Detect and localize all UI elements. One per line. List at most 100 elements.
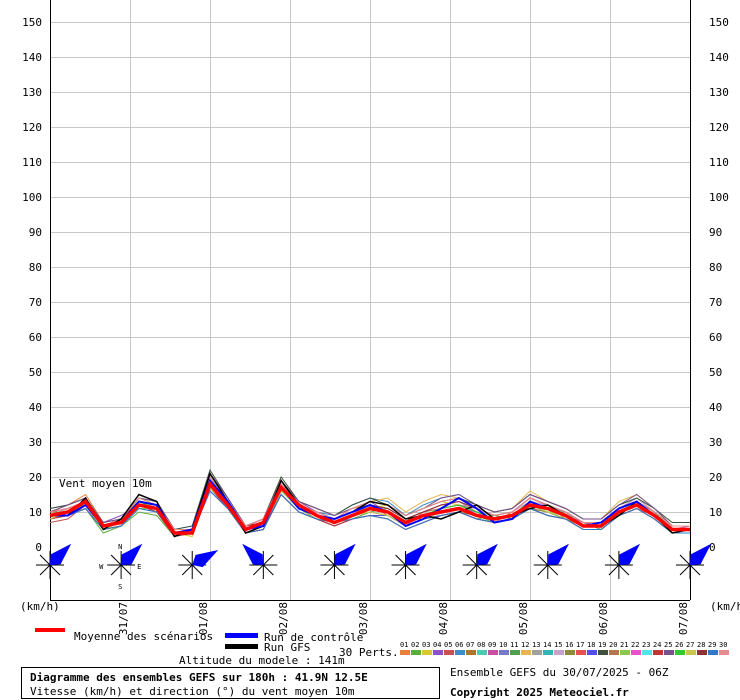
wind-arrow: [533, 543, 569, 579]
pert-number: 19: [598, 641, 606, 649]
pert-number: 16: [565, 641, 573, 649]
y-tick-label-left: 100: [22, 191, 42, 204]
wind-direction-arrows: N S E W: [36, 543, 712, 591]
pert-number: 29: [708, 641, 716, 649]
wind-wedge: [121, 543, 143, 565]
y-tick-label-right: 130: [709, 86, 729, 99]
y-tick-label-left: 10: [29, 506, 42, 519]
pert-number: 20: [609, 641, 617, 649]
y-tick-label-left: 120: [22, 121, 42, 134]
wind-arrow: [107, 543, 143, 579]
pert-number: 14: [543, 641, 551, 649]
compass-letter: W: [99, 563, 104, 571]
y-tick-label-right: 140: [709, 51, 729, 64]
y-tick-label-right: 90: [709, 226, 722, 239]
x-tick-label: 01/08: [197, 602, 210, 635]
info-box: Diagramme des ensembles GEFS sur 180h : …: [21, 667, 440, 699]
pert-swatch: [411, 650, 421, 655]
pert-swatch: [686, 650, 696, 655]
pert-number: 13: [532, 641, 540, 649]
pert-number: 07: [466, 641, 474, 649]
pert-swatch: [532, 650, 542, 655]
y-axis-ticks: 0 0 10 10 20 20 30 30 40 40 50 50 60 60 70 70 80 80 90 90 10…: [22, 16, 729, 554]
legend-perts-label: 30 Perts.: [339, 646, 399, 659]
compass-letter: N: [118, 543, 122, 551]
wind-wedge: [476, 543, 498, 565]
pert-number: 21: [620, 641, 628, 649]
pert-number: 03: [422, 641, 430, 649]
y-tick-label-left: 40: [29, 401, 42, 414]
y-tick-label-left: 0: [35, 541, 42, 554]
compass-letter: S: [118, 583, 122, 591]
pert-swatch: [400, 650, 410, 655]
pert-number: 09: [488, 641, 496, 649]
y-tick-label-left: 60: [29, 331, 42, 344]
pert-swatch: [433, 650, 443, 655]
wind-arrow: [676, 543, 712, 579]
wind-wedge: [192, 550, 219, 568]
wind-wedge: [50, 543, 72, 565]
pert-swatch: [499, 650, 509, 655]
pert-swatch: [631, 650, 641, 655]
y-tick-label-left: 70: [29, 296, 42, 309]
wind-wedge: [690, 543, 712, 565]
pert-swatch: [543, 650, 553, 655]
y-tick-label-right: 20: [709, 471, 722, 484]
copyright-label: Copyright 2025 Meteociel.fr: [450, 686, 629, 699]
pert-number: 02: [411, 641, 419, 649]
pert-number: 04: [433, 641, 441, 649]
pert-number: 10: [499, 641, 507, 649]
y-tick-label-right: 110: [709, 156, 729, 169]
pert-swatch: [521, 650, 531, 655]
x-tick-label: 03/08: [357, 602, 370, 635]
y-tick-label-left: 80: [29, 261, 42, 274]
x-tick-label: 31/07: [117, 602, 130, 635]
pert-swatch: [466, 650, 476, 655]
pert-swatch: [598, 650, 608, 655]
wind-arrow: [462, 543, 498, 579]
info-title: Diagramme des ensembles GEFS sur 180h : …: [30, 671, 368, 684]
compass-letter: E: [137, 563, 141, 571]
pert-number: 08: [477, 641, 485, 649]
y-tick-label-left: 50: [29, 366, 42, 379]
wind-arrow: [36, 543, 72, 579]
pert-swatch: [697, 650, 707, 655]
legend-perturbations: 01 02 03 04 05 06 07 08 09 10 11 12 13 14 15 16 17 18 19 20…: [400, 641, 729, 655]
y-tick-label-left: 140: [22, 51, 42, 64]
y-tick-label-right: 0: [709, 541, 716, 554]
wind-wedge: [618, 543, 641, 565]
pert-swatch: [675, 650, 685, 655]
y-tick-label-right: 50: [709, 366, 722, 379]
x-tick-label: 06/08: [597, 602, 610, 635]
pert-swatch: [576, 650, 586, 655]
pert-swatch: [477, 650, 487, 655]
pert-number: 22: [631, 641, 639, 649]
pert-swatch: [664, 650, 674, 655]
mean-line: [49, 480, 690, 535]
y-tick-label-left: 90: [29, 226, 42, 239]
pert-number: 11: [510, 641, 518, 649]
pert-number: 12: [521, 641, 529, 649]
pert-number: 23: [642, 641, 650, 649]
pert-swatch: [510, 650, 520, 655]
legend-mean-swatch: [35, 628, 65, 632]
pert-swatch: [444, 650, 454, 655]
y-tick-label-right: 150: [709, 16, 729, 29]
wind-wedge: [242, 543, 264, 565]
pert-swatch: [455, 650, 465, 655]
y-tick-label-right: 30: [709, 436, 722, 449]
legend-gfs-label: Run GFS: [264, 641, 310, 654]
unit-left: (km/h): [20, 600, 60, 613]
y-tick-label-left: 150: [22, 16, 42, 29]
pert-swatch: [642, 650, 652, 655]
y-tick-label-right: 60: [709, 331, 722, 344]
pert-swatch: [708, 650, 718, 655]
wind-arrow: [242, 543, 278, 579]
wind-arrow: [604, 543, 641, 579]
wind-wedge: [547, 543, 569, 565]
pert-swatch: [422, 650, 432, 655]
legend: Moyenne des scénarios Run de contrôle Ru…: [35, 628, 729, 659]
y-tick-label-right: 40: [709, 401, 722, 414]
pert-swatch: [719, 650, 729, 655]
